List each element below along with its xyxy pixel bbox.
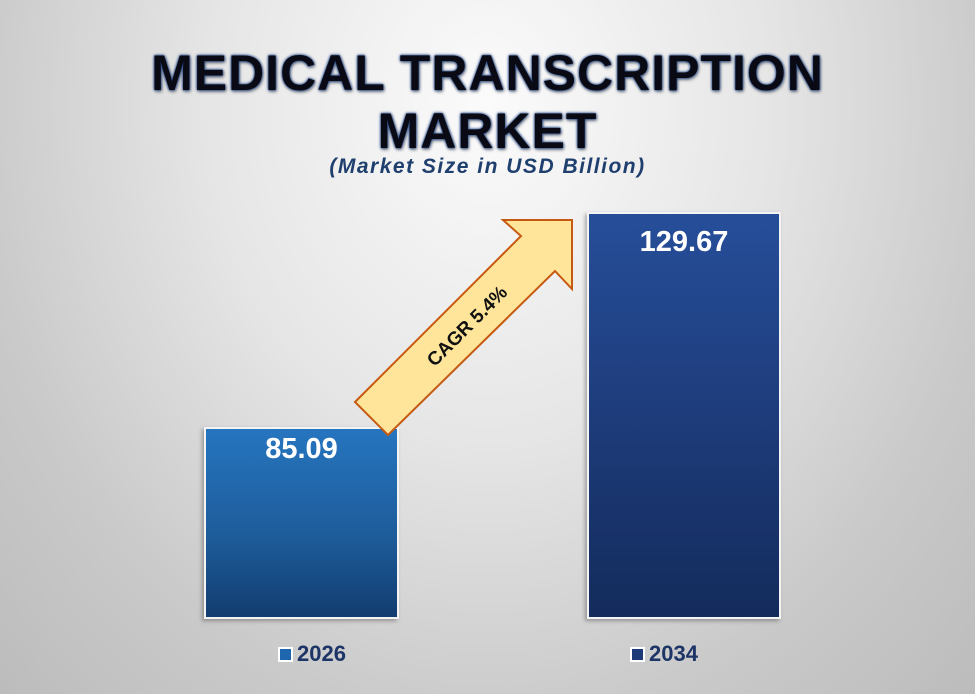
bar-2034: 129.67 [587, 212, 781, 619]
bar-2026: 85.09 [204, 427, 399, 619]
legend-item-2034: 2034 [630, 641, 698, 667]
chart-title-line2: MARKET [377, 103, 598, 159]
chart-subtitle: (Market Size in USD Billion) [329, 155, 646, 178]
bar-value-2034: 129.67 [639, 226, 729, 258]
legend-swatch-2034 [630, 646, 645, 662]
legend-swatch-2026 [278, 646, 293, 662]
cagr-label: CAGR 5.4% [423, 282, 513, 372]
legend-label-2026: 2026 [297, 641, 346, 666]
chart-title-line1: MEDICAL TRANSCRIPTION [151, 45, 824, 101]
legend-label-2034: 2034 [649, 641, 698, 666]
legend-item-2026: 2026 [278, 641, 346, 667]
bar-value-2026: 85.09 [265, 433, 338, 465]
